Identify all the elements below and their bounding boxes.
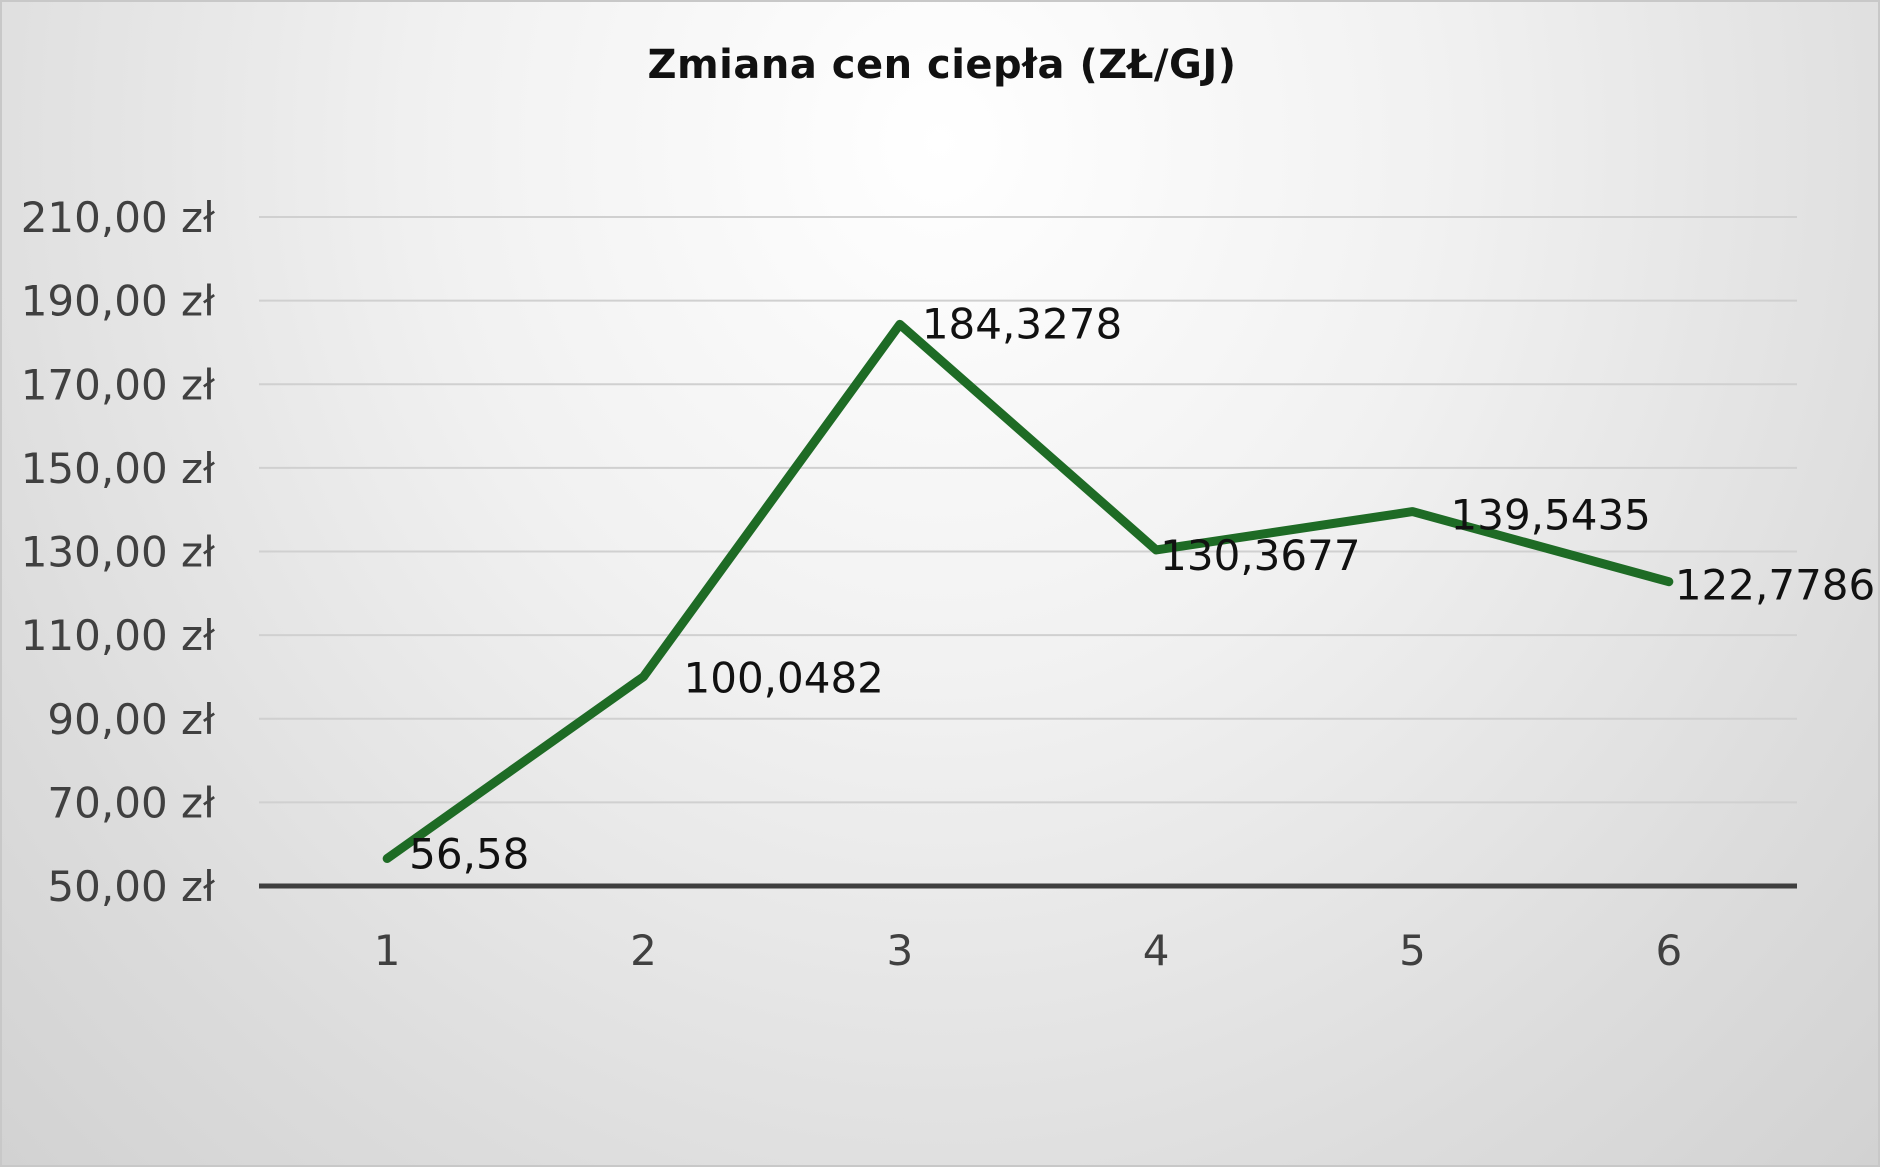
y-tick-label: 130,00 zł [21, 528, 215, 577]
x-tick-label: 6 [1655, 926, 1682, 975]
chart-title: Zmiana cen ciepła (ZŁ/GJ) [647, 42, 1237, 88]
x-tick-label: 1 [374, 926, 401, 975]
x-tick-label: 5 [1399, 926, 1426, 975]
data-label: 130,3677 [1160, 531, 1360, 580]
data-label: 139,5435 [1451, 491, 1651, 540]
series [382, 319, 1674, 863]
y-tick-label: 210,00 zł [21, 193, 215, 242]
y-tick-label: 90,00 zł [47, 695, 215, 744]
data-label: 122,7786 [1675, 561, 1875, 610]
y-tick-label: 170,00 zł [21, 360, 215, 409]
data-label: 100,0482 [684, 654, 884, 703]
gridlines [259, 216, 1797, 804]
x-tick-label: 4 [1143, 926, 1170, 975]
y-tick-label: 50,00 zł [47, 862, 215, 911]
data-label: 56,58 [409, 829, 529, 878]
x-tick-label: 2 [630, 926, 657, 975]
data-label: 184,3278 [922, 299, 1122, 348]
x-tick-label: 3 [886, 926, 913, 975]
y-tick-label: 190,00 zł [21, 277, 215, 326]
axes: 50,00 zł 70,00 zł 90,00 zł 110,00 zł 130,00 … [21, 193, 1797, 975]
y-tick-label: 150,00 zł [21, 444, 215, 493]
series-line [382, 319, 1674, 863]
y-tick-label: 110,00 zł [21, 611, 215, 660]
data-labels: 56,58 100,0482 184,3278 130,3677 139,5435 122… [409, 299, 1875, 878]
y-tick-label: 70,00 zł [47, 778, 215, 827]
